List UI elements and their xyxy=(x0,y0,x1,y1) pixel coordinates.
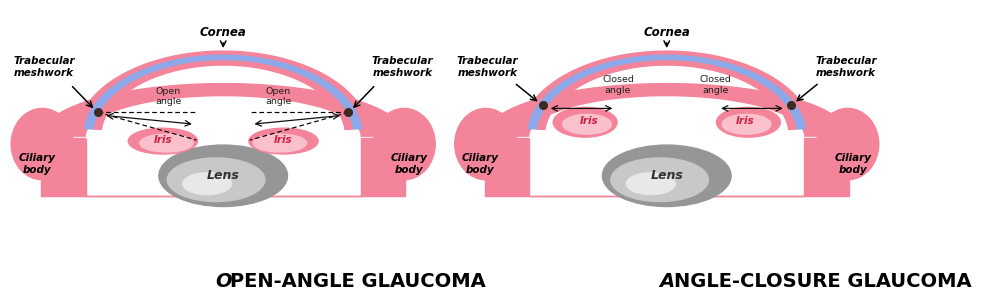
Ellipse shape xyxy=(183,173,232,195)
Ellipse shape xyxy=(140,134,193,152)
Text: Iris: Iris xyxy=(736,116,754,126)
Ellipse shape xyxy=(128,128,197,154)
Text: Open
angle: Open angle xyxy=(155,87,181,106)
Ellipse shape xyxy=(602,145,731,206)
Polygon shape xyxy=(85,55,362,129)
Ellipse shape xyxy=(373,109,435,180)
Text: Closed
angle: Closed angle xyxy=(602,75,634,95)
Polygon shape xyxy=(41,84,405,136)
Polygon shape xyxy=(77,51,369,129)
Text: PEN-ANGLE GLAUCOMA: PEN-ANGLE GLAUCOMA xyxy=(230,272,486,291)
Text: Open
angle: Open angle xyxy=(265,87,291,106)
Text: Lens: Lens xyxy=(207,169,240,182)
Polygon shape xyxy=(485,138,849,195)
Text: NGLE-CLOSURE GLAUCOMA: NGLE-CLOSURE GLAUCOMA xyxy=(674,272,971,291)
Text: Ciliary
body: Ciliary body xyxy=(18,153,55,175)
Polygon shape xyxy=(521,51,812,129)
Ellipse shape xyxy=(253,134,307,152)
Polygon shape xyxy=(41,138,405,195)
Text: Cornea: Cornea xyxy=(643,26,690,39)
Text: Trabecular
meshwork: Trabecular meshwork xyxy=(815,56,877,78)
Ellipse shape xyxy=(817,109,879,180)
Ellipse shape xyxy=(11,109,73,180)
Ellipse shape xyxy=(626,173,675,195)
Text: Cornea: Cornea xyxy=(200,26,247,39)
Text: Lens: Lens xyxy=(650,169,683,182)
Text: Trabecular
meshwork: Trabecular meshwork xyxy=(457,56,518,78)
Ellipse shape xyxy=(722,114,771,134)
Text: Trabecular
meshwork: Trabecular meshwork xyxy=(372,56,433,78)
Ellipse shape xyxy=(167,158,265,202)
Text: Ciliary
body: Ciliary body xyxy=(462,153,499,175)
Ellipse shape xyxy=(611,158,708,202)
Text: Ciliary
body: Ciliary body xyxy=(835,153,872,175)
Text: Ciliary
body: Ciliary body xyxy=(391,153,428,175)
Ellipse shape xyxy=(553,107,617,137)
Ellipse shape xyxy=(716,107,780,137)
Polygon shape xyxy=(87,97,360,138)
Text: Iris: Iris xyxy=(274,135,293,145)
Polygon shape xyxy=(94,61,352,130)
Text: Iris: Iris xyxy=(154,135,172,145)
Ellipse shape xyxy=(159,145,287,206)
Text: Iris: Iris xyxy=(579,116,598,126)
Polygon shape xyxy=(530,97,803,138)
Text: O: O xyxy=(215,272,231,291)
Ellipse shape xyxy=(563,114,611,134)
Text: Closed
angle: Closed angle xyxy=(700,75,731,95)
Polygon shape xyxy=(528,55,805,129)
Ellipse shape xyxy=(249,128,318,154)
Polygon shape xyxy=(538,61,796,130)
Text: A: A xyxy=(659,272,674,291)
Polygon shape xyxy=(485,84,849,136)
Ellipse shape xyxy=(455,109,517,180)
Text: Trabecular
meshwork: Trabecular meshwork xyxy=(13,56,75,78)
